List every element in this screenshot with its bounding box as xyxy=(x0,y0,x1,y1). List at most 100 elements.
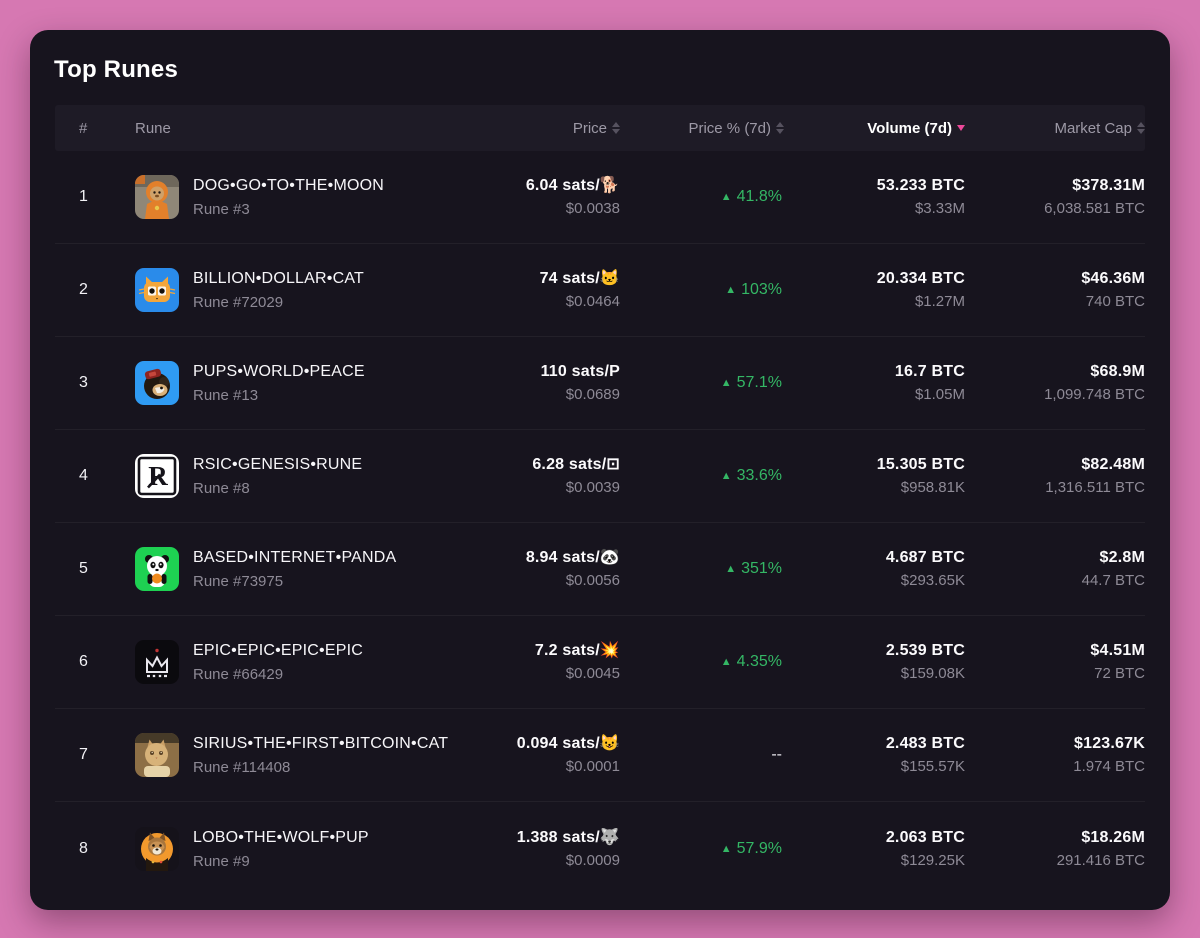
sort-icon xyxy=(612,122,620,134)
rune-cell: SIRIUS•THE•FIRST•BITCOIN•CAT Rune #11440… xyxy=(135,733,448,777)
table-row[interactable]: 3 PUPS•WORLD•PEACE Rune #13 110 sats/P $… xyxy=(55,337,1145,430)
rune-id: Rune #66429 xyxy=(193,666,284,683)
market-cap-btc: 291.416 BTC xyxy=(1056,851,1145,869)
rune-id: Rune #13 xyxy=(193,387,259,404)
column-header-price-change-label: Price % (7d) xyxy=(688,119,771,137)
volume-cell: 2.063 BTC $129.25K xyxy=(790,828,965,870)
price-change-cell: ▲ 33.6% xyxy=(620,467,790,485)
volume-usd: $1.27M xyxy=(914,293,965,310)
price-usd: $0.0001 xyxy=(565,758,620,775)
volume-btc: 2.539 BTC xyxy=(885,642,965,659)
market-cap-usd: $68.9M xyxy=(1090,363,1145,380)
volume-cell: 2.539 BTC $159.08K xyxy=(790,641,965,683)
market-cap-btc: 6,038.581 BTC xyxy=(1044,200,1145,217)
rune-cell: PUPS•WORLD•PEACE Rune #13 xyxy=(135,361,448,405)
price-usd: $0.0689 xyxy=(565,386,620,403)
table-row[interactable]: 7 SIRIUS•THE•FIRST•BITCOIN•CAT Rune #114… xyxy=(55,709,1145,802)
price-change-cell: ▲ 41.8% xyxy=(620,188,790,206)
rune-id: Rune #73975 xyxy=(193,573,284,590)
top-runes-card: Top Runes # Rune Price Price % (7d) Volu… xyxy=(30,30,1170,910)
dog-hoodie-icon xyxy=(135,175,179,219)
epic-crown-icon xyxy=(135,640,179,684)
column-header-price[interactable]: Price xyxy=(448,120,620,137)
volume-usd: $155.57K xyxy=(900,758,965,775)
column-header-market-cap[interactable]: Market Cap xyxy=(965,120,1145,137)
rune-name: EPIC•EPIC•EPIC•EPIC xyxy=(193,642,363,659)
market-cap-cell: $82.48M 1,316.511 BTC xyxy=(965,455,1145,497)
market-cap-cell: $46.36M 740 BTC xyxy=(965,269,1145,311)
price-usd: $0.0464 xyxy=(565,293,620,310)
volume-btc: 4.687 BTC xyxy=(885,549,965,566)
price-change-cell: ▲ 57.1% xyxy=(620,374,790,392)
table-row[interactable]: 5 BASED•INTERNET•PANDA Rune #73975 8.94 … xyxy=(55,523,1145,616)
rune-cell: LOBO•THE•WOLF•PUP Rune #9 xyxy=(135,826,448,871)
price-cell: 7.2 sats/💥 $0.0045 xyxy=(448,641,620,683)
market-cap-usd: $18.26M xyxy=(1081,828,1145,846)
rank: 8 xyxy=(79,839,88,857)
volume-btc: 15.305 BTC xyxy=(876,456,965,473)
volume-usd: $159.08K xyxy=(900,665,965,682)
rsic-genesis-rune-icon: R xyxy=(135,454,179,498)
market-cap-usd: $82.48M xyxy=(1081,456,1145,473)
market-cap-usd: $123.67K xyxy=(1074,735,1145,752)
price-change-cell: -- xyxy=(620,746,790,764)
market-cap-usd: $4.51M xyxy=(1090,642,1145,659)
market-cap-cell: $4.51M 72 BTC xyxy=(965,641,1145,683)
up-arrow-icon: ▲ xyxy=(720,191,732,203)
market-cap-btc: 1.974 BTC xyxy=(1073,758,1145,775)
volume-cell: 16.7 BTC $1.05M xyxy=(790,362,965,404)
market-cap-btc: 740 BTC xyxy=(1085,293,1145,310)
up-arrow-icon: ▲ xyxy=(720,842,732,855)
volume-cell: 4.687 BTC $293.65K xyxy=(790,548,965,590)
table-row[interactable]: 4 R RSIC•GENESIS•RUNE Rune #8 6.28 sats/… xyxy=(55,430,1145,523)
table-row[interactable]: 1 DOG•GO•TO•THE•MOON Rune #3 6.04 sats/🐕… xyxy=(55,151,1145,244)
volume-cell: 53.233 BTC $3.33M xyxy=(790,176,965,218)
volume-btc: 2.483 BTC xyxy=(885,735,965,752)
rank: 5 xyxy=(79,560,88,577)
price-cell: 8.94 sats/🐼 $0.0056 xyxy=(448,548,620,590)
sort-icon xyxy=(776,122,784,134)
lobo-wolf-icon xyxy=(135,826,179,871)
market-cap-cell: $18.26M 291.416 BTC xyxy=(965,828,1145,870)
column-header-volume[interactable]: Volume (7d) xyxy=(790,120,965,137)
column-header-price-change[interactable]: Price % (7d) xyxy=(620,120,790,137)
column-header-rank: # xyxy=(79,119,88,137)
volume-cell: 15.305 BTC $958.81K xyxy=(790,455,965,497)
price-change-value: 57.1% xyxy=(736,374,782,391)
rune-name: SIRIUS•THE•FIRST•BITCOIN•CAT xyxy=(193,735,449,752)
rune-name: BILLION•DOLLAR•CAT xyxy=(193,270,364,287)
rune-name: PUPS•WORLD•PEACE xyxy=(193,363,365,380)
rank: 6 xyxy=(79,653,88,670)
column-header-rune: Rune xyxy=(135,119,171,137)
price-change-value: 103% xyxy=(741,281,782,298)
panda-icon xyxy=(135,547,179,591)
price-change-value: 351% xyxy=(741,560,782,577)
table-row[interactable]: 6 EPIC•EPIC•EPIC•EPIC Rune #66429 7.2 sa… xyxy=(55,616,1145,709)
rune-id: Rune #8 xyxy=(193,480,250,497)
table-row[interactable]: 8 LOBO•THE•WOLF•PUP Rune #9 1.388 sats/🐺… xyxy=(55,802,1145,895)
price-usd: $0.0045 xyxy=(565,665,620,682)
rune-cell: DOG•GO•TO•THE•MOON Rune #3 xyxy=(135,175,448,219)
rank: 7 xyxy=(79,746,88,763)
price-sats: 0.094 sats/😺 xyxy=(516,735,620,752)
rune-cell: R RSIC•GENESIS•RUNE Rune #8 xyxy=(135,454,448,498)
table-header-row: # Rune Price Price % (7d) Volume (7d) Ma… xyxy=(55,105,1145,151)
market-cap-btc: 1,316.511 BTC xyxy=(1045,479,1145,496)
volume-usd: $3.33M xyxy=(914,200,965,217)
market-cap-btc: 1,099.748 BTC xyxy=(1044,386,1145,403)
volume-btc: 53.233 BTC xyxy=(876,177,965,194)
market-cap-btc: 72 BTC xyxy=(1094,665,1145,682)
price-cell: 74 sats/🐱 $0.0464 xyxy=(448,269,620,311)
up-arrow-icon: ▲ xyxy=(720,656,732,668)
column-header-volume-label: Volume (7d) xyxy=(867,119,952,137)
price-sats: 6.04 sats/🐕 xyxy=(525,177,620,194)
rune-cell: BILLION•DOLLAR•CAT Rune #72029 xyxy=(135,268,448,312)
rune-id: Rune #3 xyxy=(193,201,250,218)
rune-name: RSIC•GENESIS•RUNE xyxy=(193,456,363,473)
market-cap-btc: 44.7 BTC xyxy=(1081,572,1145,589)
price-usd: $0.0039 xyxy=(565,479,620,496)
price-change-value: 33.6% xyxy=(736,467,782,484)
price-change-cell: ▲ 103% xyxy=(620,281,790,299)
table-row[interactable]: 2 BILLION•DOLLAR•CAT Rune #72029 74 sats… xyxy=(55,244,1145,337)
price-sats: 8.94 sats/🐼 xyxy=(525,549,620,566)
